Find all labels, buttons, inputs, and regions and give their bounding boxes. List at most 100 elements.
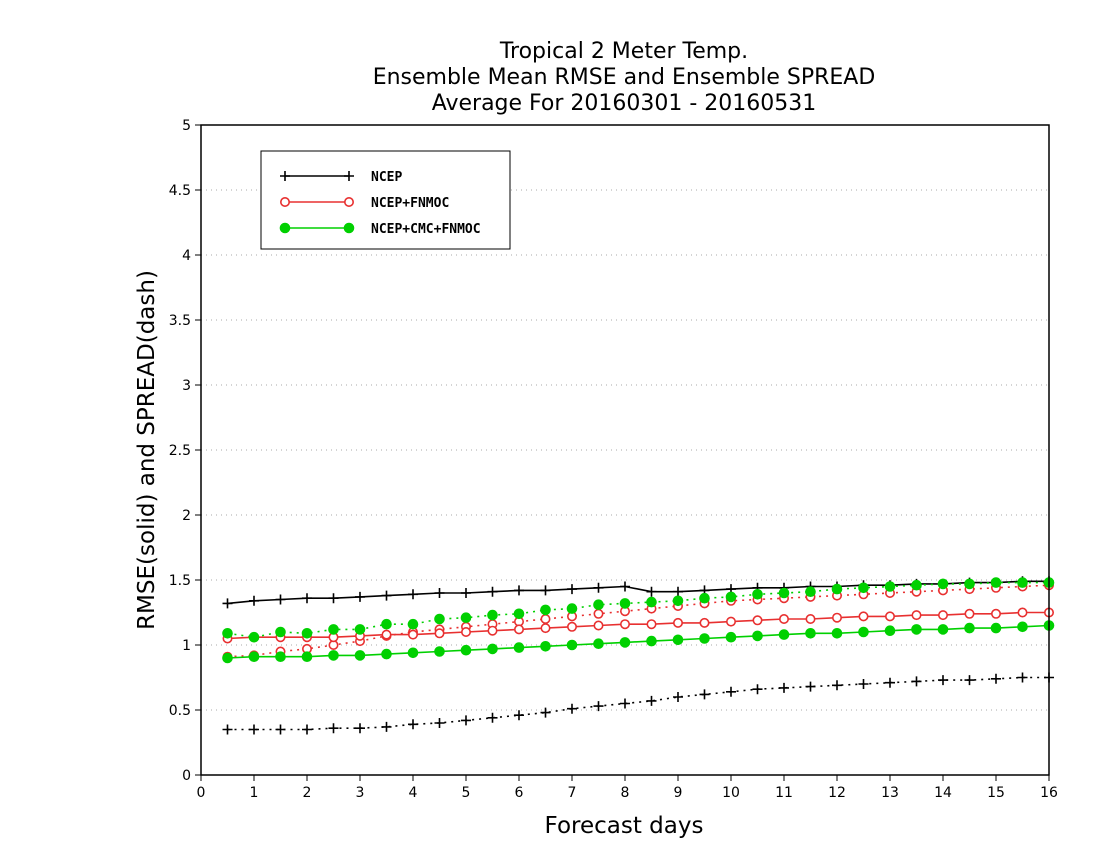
- point-ncep-fnmoc-rmse: [672, 617, 683, 628]
- x-tick-label: 13: [881, 785, 899, 801]
- point-ncep-fnmoc-rmse: [699, 617, 710, 628]
- point-ncep-cmc-fnmoc-spread: [434, 613, 445, 625]
- point-ncep-fnmoc-spread: [540, 613, 551, 624]
- point-ncep-fnmoc-rmse: [460, 626, 471, 637]
- point-ncep-fnmoc-rmse: [884, 611, 895, 622]
- series-ncep-spread: [222, 672, 1054, 735]
- point-ncep-cmc-fnmoc-rmse: [328, 650, 339, 661]
- chart-title-line-1: Tropical 2 Meter Temp.: [499, 39, 748, 64]
- point-ncep-spread: [567, 703, 577, 714]
- y-tick-label: 2: [182, 508, 191, 524]
- point-ncep-spread: [302, 724, 312, 735]
- x-tick-label: 6: [515, 785, 524, 801]
- point-ncep-cmc-fnmoc-rmse: [884, 625, 896, 637]
- point-ncep-fnmoc-rmse: [1017, 607, 1028, 618]
- point-ncep-spread: [964, 675, 975, 686]
- point-ncep-rmse: [461, 588, 471, 598]
- y-tick-label: 0: [182, 768, 191, 784]
- point-ncep-rmse: [540, 585, 551, 596]
- legend-item-ncep-cmc-fnmoc: NCEP+CMC+FNMOC: [279, 222, 481, 237]
- y-tick-label: 1: [182, 638, 191, 654]
- x-tick-label: 15: [987, 785, 1005, 801]
- point-ncep-spread: [858, 679, 869, 689]
- point-ncep-spread: [991, 673, 1001, 684]
- point-ncep-spread: [726, 686, 736, 697]
- point-ncep-cmc-fnmoc-rmse: [434, 646, 445, 657]
- point-ncep-cmc-fnmoc-rmse: [619, 637, 631, 648]
- point-ncep-fnmoc-rmse: [407, 629, 418, 640]
- point-ncep-cmc-fnmoc-spread: [699, 592, 710, 604]
- legend: NCEP NCEP+FNMOC NCEP+CMC+FNMOC: [260, 150, 511, 250]
- point-ncep-cmc-fnmoc-rmse: [858, 626, 869, 638]
- x-tick-label: 0: [197, 785, 206, 801]
- x-tick-label: 11: [775, 785, 793, 801]
- point-ncep-cmc-fnmoc-spread: [911, 579, 922, 591]
- point-ncep-spread: [646, 695, 657, 706]
- point-ncep-fnmoc-rmse: [381, 629, 392, 640]
- x-tick-label: 9: [674, 785, 683, 801]
- point-ncep-cmc-fnmoc-spread: [672, 595, 684, 607]
- point-ncep-spread: [487, 712, 498, 723]
- point-ncep-spread: [381, 721, 392, 732]
- point-ncep-spread: [355, 723, 365, 734]
- point-ncep-spread: [620, 698, 630, 709]
- point-ncep-cmc-fnmoc-spread: [884, 581, 896, 592]
- point-ncep-spread: [779, 682, 789, 693]
- x-tick-label: 12: [828, 785, 846, 801]
- point-ncep-fnmoc-rmse: [937, 610, 948, 621]
- series-line-ncep-cmc-fnmoc-spread: [227, 581, 1049, 639]
- point-ncep-cmc-fnmoc-spread: [513, 608, 525, 620]
- legend-label: NCEP: [371, 170, 402, 185]
- point-ncep-spread: [938, 675, 948, 686]
- point-ncep-fnmoc-spread: [593, 608, 604, 619]
- point-ncep-cmc-fnmoc-rmse: [354, 650, 366, 661]
- point-ncep-cmc-fnmoc-spread: [222, 628, 233, 639]
- point-ncep-rmse: [620, 581, 630, 592]
- legend-label: NCEP+FNMOC: [371, 196, 449, 211]
- point-ncep-cmc-fnmoc-spread: [805, 586, 816, 598]
- point-ncep-cmc-fnmoc-spread: [725, 591, 737, 603]
- x-tick-label: 4: [409, 785, 418, 801]
- point-ncep-spread: [911, 676, 922, 687]
- point-ncep-spread: [222, 724, 233, 735]
- point-ncep-rmse: [302, 593, 312, 604]
- point-ncep-rmse: [222, 598, 233, 609]
- point-ncep-cmc-fnmoc-rmse: [381, 648, 392, 660]
- point-ncep-rmse: [567, 584, 577, 595]
- point-ncep-cmc-fnmoc-rmse: [646, 635, 657, 647]
- point-ncep-spread: [249, 724, 259, 735]
- point-ncep-fnmoc-rmse: [964, 608, 975, 619]
- point-ncep-cmc-fnmoc-rmse: [487, 643, 498, 655]
- x-axis-label: Forecast days: [545, 813, 704, 839]
- legend-item-ncep-fnmoc: NCEP+FNMOC: [279, 196, 449, 211]
- point-ncep-cmc-fnmoc-spread: [752, 589, 763, 600]
- point-ncep-cmc-fnmoc-spread: [487, 609, 498, 621]
- point-ncep-rmse: [328, 593, 339, 604]
- point-ncep-cmc-fnmoc-spread: [275, 626, 286, 638]
- series-layer: [222, 576, 1055, 735]
- point-ncep-cmc-fnmoc-spread: [354, 624, 366, 635]
- point-ncep-cmc-fnmoc-rmse: [222, 652, 233, 664]
- legend-item-ncep: NCEP: [280, 170, 402, 185]
- point-ncep-rmse: [249, 595, 259, 606]
- legend-marker: [279, 222, 291, 234]
- point-ncep-rmse: [487, 586, 498, 597]
- point-ncep-cmc-fnmoc-rmse: [593, 638, 604, 650]
- y-axis-label: RMSE(solid) and SPREAD(dash): [134, 270, 160, 630]
- point-ncep-fnmoc-rmse: [513, 624, 524, 635]
- point-ncep-spread: [832, 680, 842, 691]
- point-ncep-cmc-fnmoc-spread: [858, 582, 869, 594]
- point-ncep-spread: [699, 689, 710, 700]
- point-ncep-cmc-fnmoc-spread: [619, 598, 631, 609]
- legend-marker: [280, 171, 290, 181]
- y-tick-label: 2.5: [169, 443, 191, 459]
- point-ncep-spread: [885, 677, 895, 688]
- point-ncep-fnmoc-rmse: [911, 610, 922, 621]
- y-tick-label: 3: [182, 378, 191, 394]
- point-ncep-cmc-fnmoc-spread: [248, 631, 260, 643]
- y-tick-label: 5: [182, 118, 191, 134]
- point-ncep-fnmoc-rmse: [593, 620, 604, 631]
- x-tick-label: 3: [356, 785, 365, 801]
- legend-label: NCEP+CMC+FNMOC: [371, 222, 481, 237]
